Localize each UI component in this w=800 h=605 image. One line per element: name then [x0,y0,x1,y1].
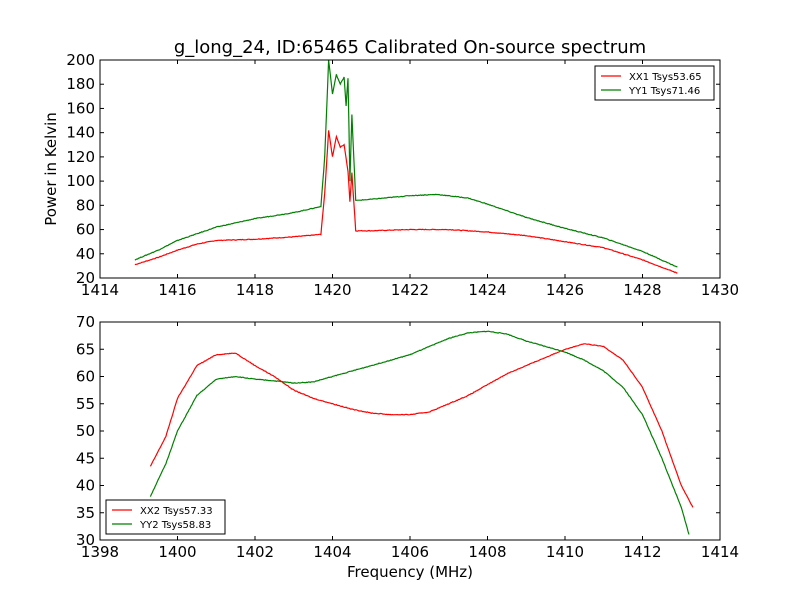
x-tick-label: 1426 [546,281,584,299]
x-tick-label: 1424 [468,281,506,299]
y-tick-label: 40 [76,245,95,263]
x-tick-label: 1418 [236,281,274,299]
y-tick-label: 20 [76,269,95,287]
x-axis-label: Frequency (MHz) [347,563,473,581]
y-tick-label: 35 [76,504,95,522]
legend-box [105,499,226,535]
x-tick-label: 1402 [236,543,274,561]
y-tick-label: 40 [76,477,95,495]
x-tick-label: 1414 [701,543,739,561]
x-tick-label: 1410 [546,543,584,561]
y-tick-label: 200 [66,51,95,69]
x-tick-label: 1420 [313,281,351,299]
x-tick-label: 1406 [391,543,429,561]
x-tick-label: 1422 [391,281,429,299]
y-tick-label: 100 [66,172,95,190]
chart-title: g_long_24, ID:65465 Calibrated On-source… [174,37,646,58]
x-tick-label: 1404 [313,543,351,561]
x-tick-label: 1416 [158,281,196,299]
x-tick-label: 1400 [158,543,196,561]
y-tick-label: 120 [66,148,95,166]
legend: XX2 Tsys57.33 YY2 Tsys58.83 [105,499,226,535]
y-tick-label: 60 [76,221,95,239]
y-tick-label: 65 [76,340,95,358]
x-tick-label: 1398 [81,543,119,561]
y-tick-label: 55 [76,395,95,413]
legend-label: XX1 Tsys53.65 [629,72,702,83]
series-line-xx1 [134,130,678,274]
y-axis-label: Power in Kelvin [42,112,60,226]
x-tick-label: 1408 [468,543,506,561]
legend-label: YY1 Tsys71.46 [628,86,700,97]
y-tick-label: 180 [66,75,95,93]
series-line-xx2 [149,343,694,508]
series-line-yy2 [149,330,690,535]
series-line-yy1 [134,60,678,268]
y-tick-label: 60 [76,368,95,386]
y-tick-label: 50 [76,422,95,440]
y-tick-label: 80 [76,196,95,214]
y-tick-label: 30 [76,531,95,549]
legend-label: YY2 Tsys58.83 [139,520,211,531]
subplot-2: 1398 1400 1402 1404 1406 1408 1410 1412 1414 30 35… [76,313,739,581]
y-tick-label: 140 [66,124,95,142]
x-tick-label: 1428 [623,281,661,299]
y-tick-label: 45 [76,449,95,467]
legend: XX1 Tsys53.65 YY1 Tsys71.46 [594,65,715,101]
legend-box [594,65,715,101]
y-tick-label: 70 [76,313,95,331]
x-tick-label: 1412 [623,543,661,561]
x-tick-label: 1430 [701,281,739,299]
subplot-1: 1414 1416 1418 1420 1422 1424 1426 1428 1430 20 40… [42,37,739,299]
y-tick-label: 160 [66,99,95,117]
legend-label: XX2 Tsys57.33 [140,506,213,517]
x-tick-label: 1414 [81,281,119,299]
